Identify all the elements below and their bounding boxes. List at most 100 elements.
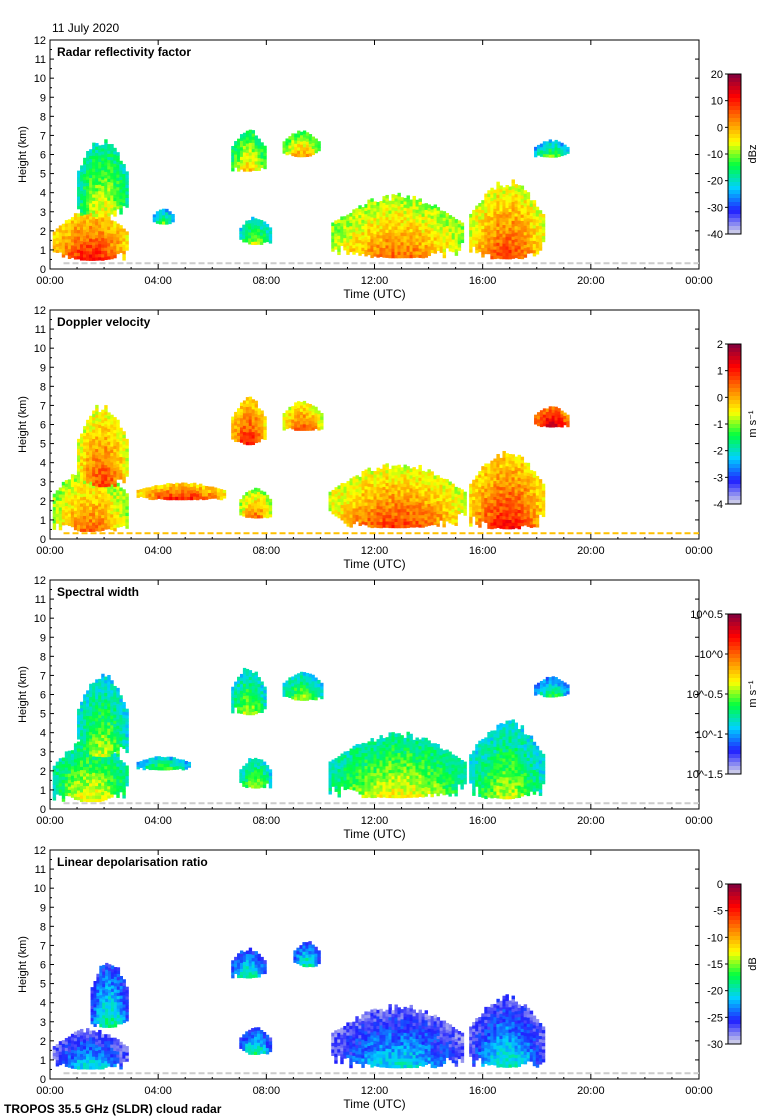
echo-cell [364, 223, 368, 228]
echo-cell [532, 520, 537, 525]
echo-cell [89, 453, 93, 457]
echo-cell [163, 487, 167, 491]
echo-cell [125, 171, 129, 176]
echo-cell [89, 247, 93, 252]
echo-cell [122, 238, 126, 242]
echo-cell [400, 492, 404, 497]
echo-cell [430, 246, 435, 251]
echo-cell [86, 154, 90, 158]
echo-cell [113, 254, 117, 259]
echo-cell [517, 229, 522, 234]
echo-cell [64, 518, 69, 522]
echo-cell [424, 484, 428, 489]
echo-cell [107, 447, 111, 452]
echo-cell [490, 525, 494, 530]
echo-cell [245, 504, 249, 509]
echo-cell [58, 786, 63, 790]
echo-cell [364, 469, 368, 474]
echo-cell [403, 486, 407, 491]
echo-cell [107, 412, 111, 416]
echo-cell [502, 193, 506, 198]
echo-cell [406, 211, 410, 215]
echo-cell [394, 521, 398, 526]
echo-cell [472, 493, 476, 497]
echo-cell [430, 487, 434, 491]
echo-cell [294, 143, 298, 148]
echo-cell [80, 433, 84, 438]
echo-cell [514, 228, 519, 233]
echo-cell [409, 468, 413, 473]
echo-cell [55, 240, 60, 244]
echo-cell [445, 222, 450, 227]
echo-cell [80, 196, 84, 201]
colorbar-segment [728, 150, 741, 155]
echo-cell [545, 417, 550, 422]
echo-cell [80, 184, 84, 188]
echo-cell [291, 136, 295, 141]
echo-cell [288, 409, 292, 414]
echo-cell [421, 229, 425, 233]
echo-cell [288, 142, 292, 146]
echo-cell [70, 489, 75, 494]
echo-cell [499, 505, 503, 510]
echo-cell [184, 486, 188, 490]
echo-cell [514, 498, 519, 503]
echo-cell [478, 471, 482, 475]
echo-cell [107, 232, 111, 237]
echo-cell [469, 229, 473, 234]
echo-cell [451, 220, 456, 224]
echo-cell [439, 223, 444, 228]
echo-cell [169, 493, 173, 497]
echo-cell [104, 225, 108, 230]
echo-cell [367, 245, 371, 249]
echo-cell [254, 403, 258, 408]
echo-cell [526, 237, 531, 241]
echo-cell [526, 243, 531, 248]
echo-cell [340, 229, 344, 234]
echo-cell [251, 514, 255, 519]
echo-cell [64, 783, 69, 787]
echo-cell [207, 486, 212, 490]
echo-cell [248, 510, 252, 515]
echo-cell [520, 488, 525, 492]
echo-cell [67, 766, 72, 771]
echo-cell [532, 499, 537, 503]
echo-cell [391, 213, 395, 217]
echo-cell [305, 412, 310, 416]
echo-cell [385, 469, 389, 474]
echo-cell [89, 219, 93, 223]
echo-cell [454, 496, 458, 501]
echo-cell [92, 435, 96, 440]
echo-cell [427, 246, 432, 250]
echo-cell [496, 460, 500, 464]
echo-cell [560, 152, 564, 157]
echo-cell [421, 480, 425, 484]
echo-cell [70, 523, 75, 528]
echo-cell [302, 410, 307, 415]
echo-cell [297, 143, 301, 148]
echo-cell [361, 514, 365, 519]
echo-cell [526, 510, 531, 515]
echo-cell [496, 453, 500, 458]
echo-cell [538, 241, 543, 245]
echo-cell [343, 514, 347, 518]
echo-cell [385, 479, 389, 483]
echo-cell [89, 434, 93, 439]
echo-cell [89, 244, 93, 249]
echo-cell [110, 513, 114, 518]
echo-cell [70, 474, 75, 478]
echo-cell [505, 469, 509, 473]
echo-cell [136, 494, 140, 498]
echo-cell [418, 217, 422, 221]
echo-cell [125, 200, 129, 205]
echo-cell [305, 421, 310, 425]
echo-cell [493, 199, 497, 203]
echo-cell [86, 182, 90, 187]
echo-cell [412, 482, 416, 487]
echo-cell [361, 210, 365, 214]
echo-cell [541, 238, 546, 243]
echo-cell [493, 195, 497, 200]
echo-cell [213, 491, 218, 496]
echo-cell [349, 245, 353, 249]
echo-cell [110, 414, 114, 419]
